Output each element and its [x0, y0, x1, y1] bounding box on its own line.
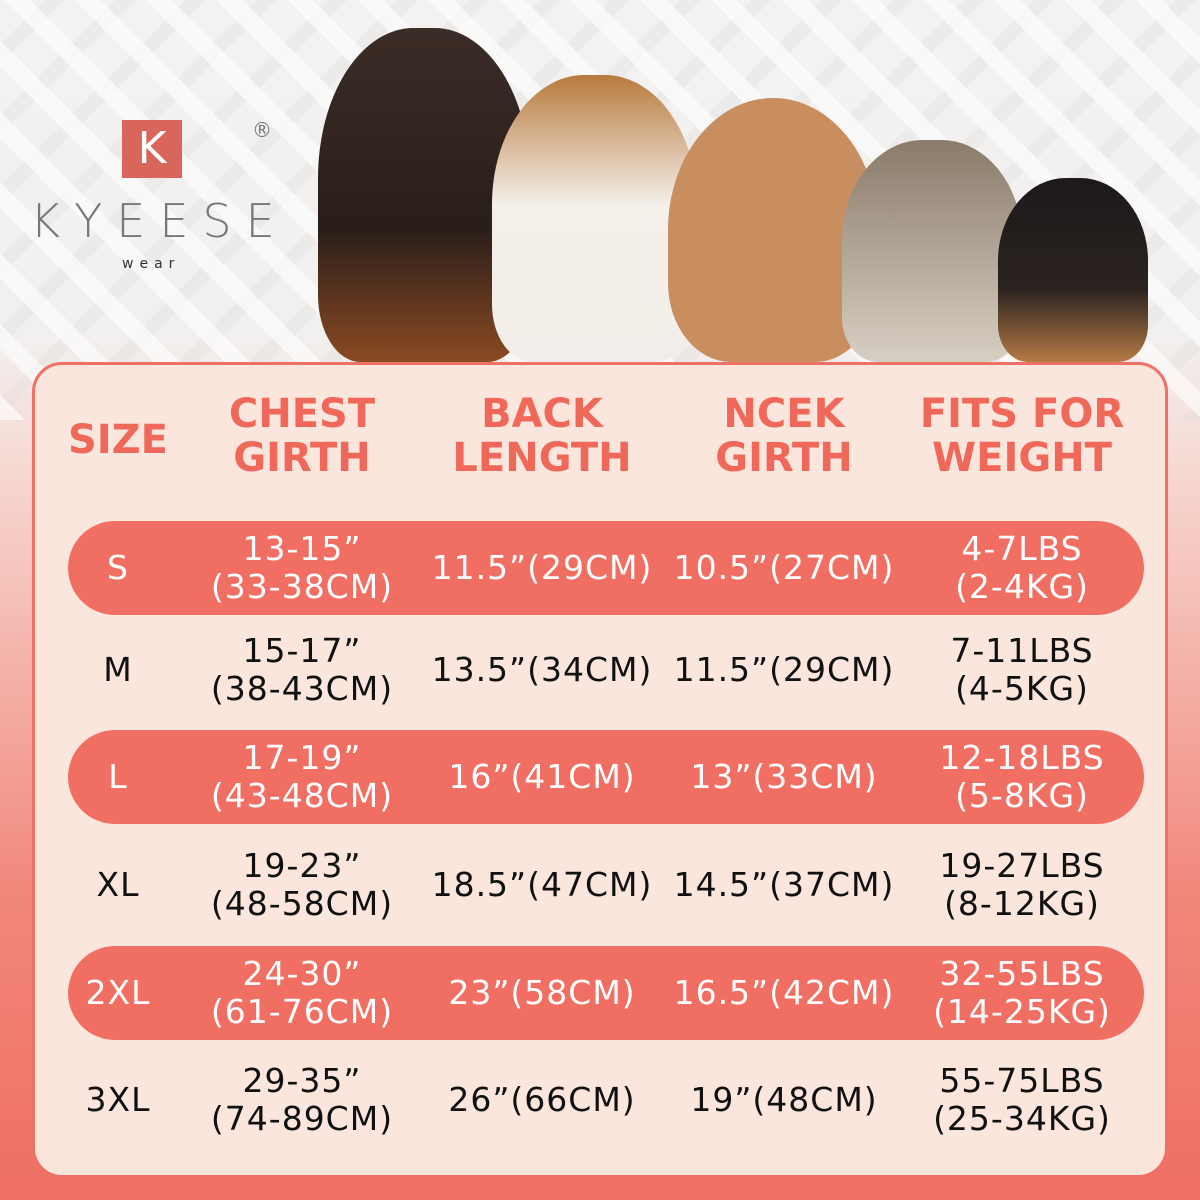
registered-mark: ®	[252, 118, 272, 142]
cell-neck: 11.5”(29CM)	[673, 650, 895, 689]
cell-back: 13.5”(34CM)	[431, 650, 653, 689]
cell-neck: 14.5”(37CM)	[673, 865, 895, 904]
header-size: SIZE	[67, 417, 169, 463]
cell-weight: 19-27LBS (8-12KG)	[939, 846, 1105, 923]
cell-chest: 13-15” (33-38CM)	[210, 529, 394, 606]
cell-size: XL	[96, 865, 140, 904]
cell-back: 23”(58CM)	[448, 973, 636, 1012]
cell-back: 16”(41CM)	[448, 757, 636, 796]
brand-name: KYEESE	[30, 194, 289, 248]
row-highlight	[68, 521, 1144, 615]
brand-logo: K ® KYEESE wear	[30, 118, 280, 278]
cell-chest: 29-35” (74-89CM)	[210, 1061, 394, 1138]
cell-weight: 7-11LBS (4-5KG)	[950, 631, 1094, 708]
cell-size: 2XL	[85, 973, 151, 1012]
row-highlight	[68, 946, 1144, 1040]
header-neck-girth: NCEK GIRTH	[715, 391, 853, 481]
cell-chest: 17-19” (43-48CM)	[210, 738, 394, 815]
cell-chest: 24-30” (61-76CM)	[210, 954, 394, 1031]
cell-neck: 10.5”(27CM)	[673, 548, 895, 587]
brand-sub: wear	[122, 256, 181, 272]
cell-size: M	[103, 650, 133, 689]
cell-weight: 32-55LBS (14-25KG)	[933, 954, 1111, 1031]
cell-neck: 16.5”(42CM)	[673, 973, 895, 1012]
cell-weight: 55-75LBS (25-34KG)	[933, 1061, 1111, 1138]
header-chest-girth: CHEST GIRTH	[228, 391, 376, 481]
cell-size: S	[107, 548, 129, 587]
header-weight: FITS FOR WEIGHT	[919, 391, 1125, 481]
cell-chest: 15-17” (38-43CM)	[210, 631, 394, 708]
header-back-length: BACK LENGTH	[452, 391, 632, 481]
cell-back: 11.5”(29CM)	[431, 548, 653, 587]
logo-mark: K	[122, 120, 182, 178]
cell-size: L	[108, 757, 128, 796]
cell-size: 3XL	[85, 1080, 151, 1119]
cell-back: 18.5”(47CM)	[431, 865, 653, 904]
cell-chest: 19-23” (48-58CM)	[210, 846, 394, 923]
cell-weight: 12-18LBS (5-8KG)	[939, 738, 1105, 815]
chihuahua-image	[998, 178, 1148, 362]
cell-neck: 13”(33CM)	[690, 757, 878, 796]
cell-neck: 19”(48CM)	[690, 1080, 878, 1119]
cell-back: 26”(66CM)	[448, 1080, 636, 1119]
beagle-image	[492, 75, 697, 362]
terrier-image	[842, 140, 1022, 362]
row-highlight	[68, 730, 1144, 824]
cell-weight: 4-7LBS (2-4KG)	[955, 529, 1089, 606]
